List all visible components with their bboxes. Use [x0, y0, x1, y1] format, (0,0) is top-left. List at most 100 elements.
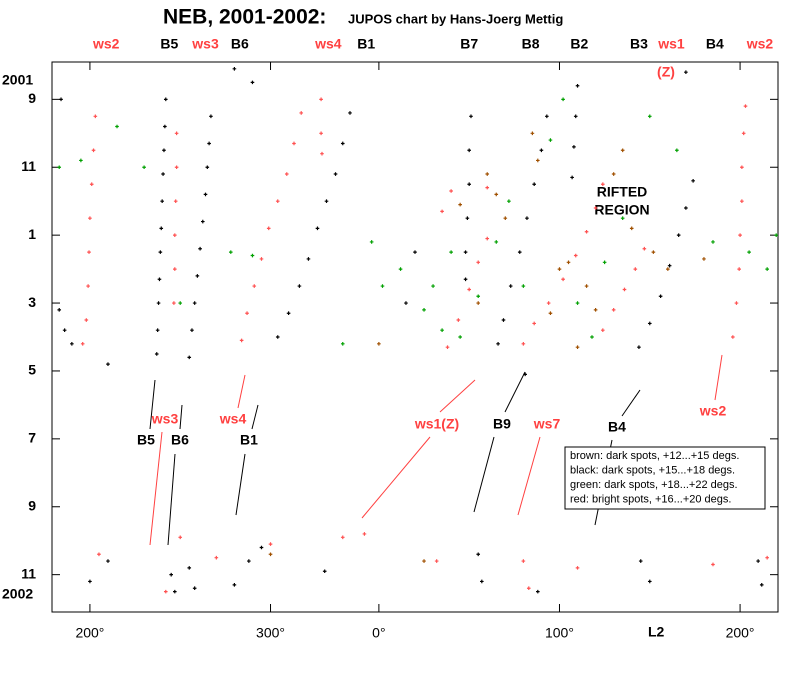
data-point	[467, 287, 471, 292]
data-point	[340, 535, 345, 540]
data-point	[319, 131, 323, 136]
data-point	[601, 182, 605, 187]
data-point	[157, 277, 162, 282]
data-point	[203, 192, 208, 197]
leader-line	[179, 404, 183, 430]
data-point	[570, 175, 574, 180]
data-point	[320, 151, 324, 156]
data-point	[178, 301, 183, 305]
data-point	[449, 189, 453, 193]
data-point	[584, 229, 589, 234]
data-point	[79, 158, 83, 163]
data-point	[252, 284, 257, 288]
data-point	[173, 589, 177, 594]
data-point	[647, 579, 652, 584]
data-point	[759, 583, 764, 587]
data-point	[738, 233, 742, 237]
feature-label: ws2	[92, 36, 120, 52]
leader-line	[473, 436, 495, 513]
chart-subtitle: JUPOS chart by Hans-Joerg Mettig	[348, 11, 563, 26]
leader-line	[517, 436, 541, 516]
data-point	[88, 579, 92, 584]
data-point	[508, 284, 513, 288]
feature-label: B5	[160, 36, 178, 52]
data-point	[207, 141, 211, 146]
data-point	[284, 172, 289, 176]
data-point	[57, 308, 62, 312]
data-point	[70, 341, 74, 346]
data-point	[684, 206, 688, 210]
data-point	[575, 566, 580, 570]
data-point	[476, 260, 481, 265]
data-point	[214, 555, 219, 560]
data-point	[620, 216, 625, 220]
x-tick-label: 200°	[75, 625, 104, 641]
data-point	[507, 199, 511, 203]
data-point	[91, 148, 96, 153]
data-point	[637, 345, 641, 349]
annotation: ws7	[533, 416, 561, 432]
data-point	[422, 559, 426, 563]
leader-line	[714, 354, 723, 401]
x-tick-label: 100°	[545, 625, 574, 641]
data-point	[155, 328, 160, 333]
data-point	[297, 284, 302, 288]
data-point	[590, 335, 594, 339]
data-point	[731, 335, 735, 339]
data-point	[651, 250, 656, 254]
x-axis-label: L2	[648, 624, 665, 640]
data-point	[319, 97, 323, 102]
leader-line	[504, 371, 526, 413]
data-point	[440, 328, 444, 333]
data-point	[467, 182, 471, 187]
data-point	[292, 141, 296, 146]
data-point	[158, 250, 163, 254]
data-point	[205, 165, 210, 170]
data-point	[434, 559, 439, 563]
data-point	[536, 589, 540, 594]
data-point	[306, 257, 311, 261]
data-point	[536, 158, 540, 163]
data-point	[561, 97, 565, 102]
data-point	[480, 579, 484, 584]
data-point	[440, 209, 444, 214]
data-point	[174, 165, 179, 170]
data-point	[59, 97, 63, 102]
data-point	[324, 199, 329, 203]
data-point	[93, 114, 98, 119]
data-point	[259, 545, 264, 550]
data-point	[532, 321, 536, 326]
data-point	[62, 328, 67, 333]
feature-label: B6	[231, 36, 249, 52]
data-point	[469, 114, 473, 119]
data-point	[268, 542, 273, 546]
data-point	[250, 253, 255, 258]
annotation: ws3	[151, 411, 179, 427]
data-point	[575, 345, 580, 349]
data-point	[57, 165, 62, 170]
data-point	[362, 532, 367, 536]
leader-line	[237, 374, 246, 409]
data-point	[456, 318, 461, 322]
data-point	[691, 179, 695, 183]
data-point	[521, 559, 526, 563]
plot-frame	[51, 61, 779, 613]
data-point	[496, 341, 500, 346]
data-point	[80, 341, 85, 346]
data-point	[638, 559, 643, 563]
data-point	[494, 240, 499, 244]
data-point	[239, 338, 244, 343]
data-point	[622, 287, 627, 292]
data-point	[299, 111, 304, 115]
data-point	[548, 311, 553, 316]
data-point	[380, 284, 385, 288]
data-point	[647, 321, 652, 326]
data-point	[173, 267, 177, 271]
data-point	[250, 80, 255, 85]
data-point	[163, 589, 168, 594]
data-point	[173, 233, 177, 237]
data-point	[268, 552, 273, 557]
data-point	[463, 277, 468, 282]
data-point	[743, 104, 748, 108]
